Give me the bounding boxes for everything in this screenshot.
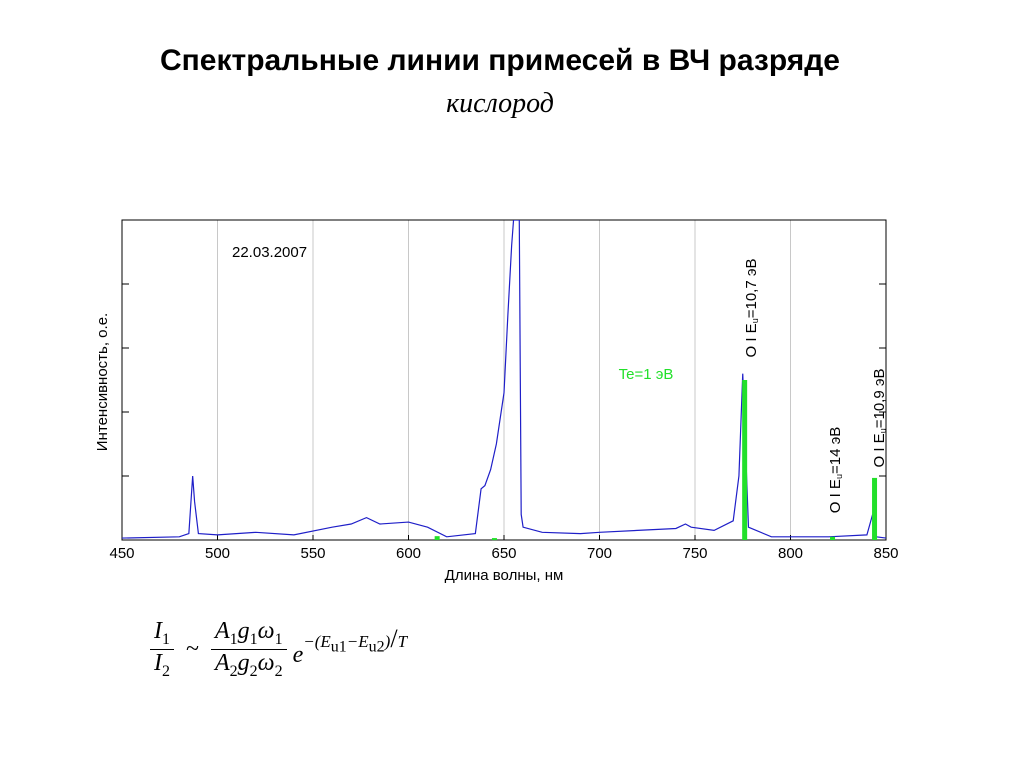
annotation-rest: =10,9 эВ [871, 369, 888, 429]
f: ω [257, 649, 275, 676]
f: 1 [274, 630, 283, 648]
x-tick-label: 450 [109, 545, 134, 562]
f: A [214, 618, 230, 644]
line-bar [434, 536, 440, 540]
f: A [214, 649, 230, 676]
plot-frame [121, 219, 887, 541]
f: ~ [186, 635, 199, 662]
annotation: O I Eu=10,9 эВ [871, 369, 888, 468]
y-axis-label: Интенсивность, о.е. [94, 313, 111, 451]
annotation-sub: u [834, 474, 844, 479]
f: e [292, 641, 304, 668]
line-bar [872, 477, 878, 540]
annotation-text: O I E [871, 433, 888, 467]
annotation-text: 22.03.2007 [232, 244, 307, 261]
f: g [237, 618, 250, 644]
f: T [397, 631, 408, 651]
f: 2 [229, 662, 238, 680]
x-tick-label: 800 [778, 545, 803, 562]
annotation: O I Eu=10,7 эВ [743, 259, 760, 358]
x-tick-label: 500 [205, 545, 230, 562]
line-bar [742, 380, 748, 540]
f: 2 [162, 662, 170, 680]
annotation-sub: u [750, 318, 760, 323]
f: 2 [249, 662, 258, 680]
line-bar [491, 538, 497, 541]
annotation-sub: u [878, 428, 888, 433]
x-tick-label: 850 [873, 545, 898, 562]
subtitle: кислород [446, 88, 554, 119]
annotation-rest: =14 эВ [827, 427, 844, 474]
title: Спектральные линии примесей в ВЧ разряде [160, 44, 840, 77]
f: 1 [229, 630, 238, 648]
x-tick-label: 600 [396, 545, 421, 562]
f: / [390, 623, 398, 653]
x-tick-label: 650 [491, 545, 516, 562]
f: u1 [330, 638, 347, 656]
series-label: Te=1 эВ [619, 366, 674, 383]
annotation: 22.03.2007 [232, 244, 307, 261]
x-tick-label: 750 [682, 545, 707, 562]
formula: I1 I2 ~ A1g1ω1 A2g2ω2 e−(Eu1−Eu2)/T [150, 618, 407, 681]
f: 1 [249, 630, 258, 648]
f: −E [346, 631, 369, 651]
f: 2 [274, 662, 283, 680]
f: ω [257, 618, 275, 644]
f: I [154, 649, 162, 676]
f: 1 [162, 630, 170, 648]
annotation: O I Eu=14 эВ [827, 427, 844, 513]
f: E [320, 631, 331, 651]
x-axis-label: Длина волны, нм [445, 567, 564, 584]
annotation-rest: =10,7 эВ [743, 259, 760, 319]
f: −( [303, 631, 321, 651]
annotation-text: O I E [827, 479, 844, 513]
x-tick-label: 550 [300, 545, 325, 562]
f: I [154, 618, 162, 644]
line-bar [830, 536, 836, 540]
f: ) [384, 631, 391, 651]
annotation-text: O I E [743, 323, 760, 357]
f: u2 [368, 638, 385, 656]
x-tick-label: 700 [587, 545, 612, 562]
f: g [237, 649, 250, 676]
